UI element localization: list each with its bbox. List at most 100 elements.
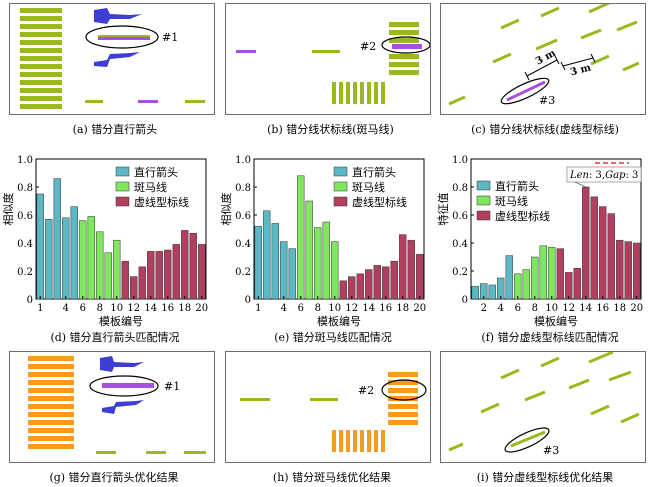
x-tick-label: 20 xyxy=(195,303,208,314)
bar xyxy=(624,241,632,300)
x-tick-label: 4 xyxy=(498,303,504,314)
chart-f: 0 0.2 0.4 0.6 0.8 1.0 2 4 6 8 10 12 14 16 18 20 模板编号 特征值 直… xyxy=(435,145,650,345)
x-tick-label: 16 xyxy=(161,303,174,314)
zebra-stripes-bottom xyxy=(332,430,385,452)
caption-b: (b) 错分线状标线(斑马线) xyxy=(267,123,394,136)
y-tick-label: 0.8 xyxy=(17,183,33,194)
legend-label: 虚线型标线 xyxy=(134,195,189,209)
bar xyxy=(356,273,364,300)
y-tick-label: 0.6 xyxy=(17,211,33,222)
x-tick-label: 12 xyxy=(562,303,575,314)
x-tick-label: 18 xyxy=(613,303,626,314)
bar xyxy=(79,220,87,300)
caption-h: (h) 错分斑马线优化结果 xyxy=(272,471,392,484)
bar xyxy=(514,273,522,300)
y-tick-label: 0.4 xyxy=(235,239,251,250)
dashed-line-segments xyxy=(448,4,640,106)
arrow-shape-top xyxy=(94,8,142,24)
annotation-box xyxy=(566,166,642,183)
chart-d: 0 0.2 0.4 0.6 0.8 1.0 1 4 6 8 10 12 14 16 18 20 模板编号 相似度直… xyxy=(0,145,215,345)
bar xyxy=(113,239,121,300)
x-tick-label: 6 xyxy=(80,303,86,314)
legend-swatch xyxy=(115,181,130,192)
bar xyxy=(297,175,305,300)
bar xyxy=(573,267,581,300)
panel-c-marker: #3 xyxy=(539,94,555,107)
annotation-leader xyxy=(574,181,586,188)
legend-swatch xyxy=(476,180,491,191)
misclassified-arrow-stripes xyxy=(20,8,62,109)
bar xyxy=(399,234,407,300)
chart-caption: (f) 错分虚线型标线匹配情况 xyxy=(481,330,618,344)
x-tick-label: 14 xyxy=(144,303,157,314)
panel-b-graphic: #2 xyxy=(236,22,430,104)
legend-label: 直行箭头 xyxy=(495,179,539,193)
chart-d-svg: 00.20.40.60.81.01 4 6 8 10 12 14 16 18 20模板编号相似度直… xyxy=(1,155,208,344)
x-tick-label: 4 xyxy=(281,303,287,314)
bar xyxy=(339,280,347,300)
bar xyxy=(53,178,61,300)
bar xyxy=(189,232,197,300)
highlight-ellipse xyxy=(381,379,427,401)
panel-h-graphic: #2 xyxy=(240,372,427,452)
plot-frame xyxy=(253,158,425,300)
legend-swatch xyxy=(333,196,348,207)
bar xyxy=(147,251,155,300)
y-tick-label: 1.0 xyxy=(452,155,468,166)
dash-segments xyxy=(85,100,205,103)
arrow-body xyxy=(98,35,150,40)
plot-frame xyxy=(470,158,642,300)
panel-g-graphic: #1 xyxy=(28,356,206,454)
dimension-lines xyxy=(524,53,596,81)
y-tick-label: 0.6 xyxy=(452,211,468,222)
bar xyxy=(616,239,624,300)
y-tick-label: 0.8 xyxy=(452,183,468,194)
x-tick-label: 8 xyxy=(97,303,103,314)
y-tick-label: 0 xyxy=(27,295,33,306)
y-axis-label: 相似度 xyxy=(1,193,15,226)
plot-frame xyxy=(35,158,207,300)
highlight-ellipse xyxy=(500,77,550,105)
panel-i-graphic: #3 xyxy=(448,352,640,457)
bar xyxy=(633,242,641,300)
legend-label: 斑马线 xyxy=(495,194,528,208)
bar xyxy=(531,256,539,300)
bar xyxy=(382,266,390,300)
bar xyxy=(36,193,44,300)
bar xyxy=(556,248,564,300)
y-tick-label: 0 xyxy=(462,295,468,306)
x-tick-label: 16 xyxy=(379,303,392,314)
legend-label: 直行箭头 xyxy=(352,165,396,179)
y-tick-label: 0.8 xyxy=(235,183,251,194)
x-tick-label: 4 xyxy=(63,303,69,314)
panel-g: #1 xyxy=(9,351,215,463)
x-axis-label: 模板编号 xyxy=(534,314,578,328)
y-axis-label: 相似度 xyxy=(219,193,233,226)
x-tick-label: 18 xyxy=(396,303,409,314)
bar xyxy=(198,244,206,300)
legend-label: 斑马线 xyxy=(352,180,385,194)
annotation-text: Len: 3,Gap: 3 xyxy=(569,170,638,181)
x-tick-label: 16 xyxy=(596,303,609,314)
x-tick-label: 1 xyxy=(37,303,43,314)
x-tick-label: 12 xyxy=(127,303,140,314)
bar xyxy=(96,231,104,300)
bar xyxy=(373,265,381,300)
legend-label: 斑马线 xyxy=(134,180,167,194)
caption-g: (g) 错分直行箭头优化结果 xyxy=(49,471,179,484)
chart-e-svg: 00.20.40.60.81.01 4 6 8 10 12 14 16 18 20模板编号相似度直… xyxy=(219,155,426,344)
y-tick-label: 0.6 xyxy=(235,211,251,222)
y-tick-label: 1.0 xyxy=(235,155,251,166)
zebra-stripes-bottom xyxy=(332,82,385,104)
bar xyxy=(263,210,271,300)
legend-swatch xyxy=(333,181,348,192)
y-tick-label: 0.2 xyxy=(235,267,251,278)
bar xyxy=(582,186,590,300)
bar xyxy=(331,241,339,300)
x-tick-label: 20 xyxy=(630,303,643,314)
x-tick-label: 6 xyxy=(298,303,304,314)
x-tick-label: 18 xyxy=(178,303,191,314)
bar xyxy=(181,230,189,300)
bar xyxy=(565,272,573,300)
bar xyxy=(164,249,172,300)
